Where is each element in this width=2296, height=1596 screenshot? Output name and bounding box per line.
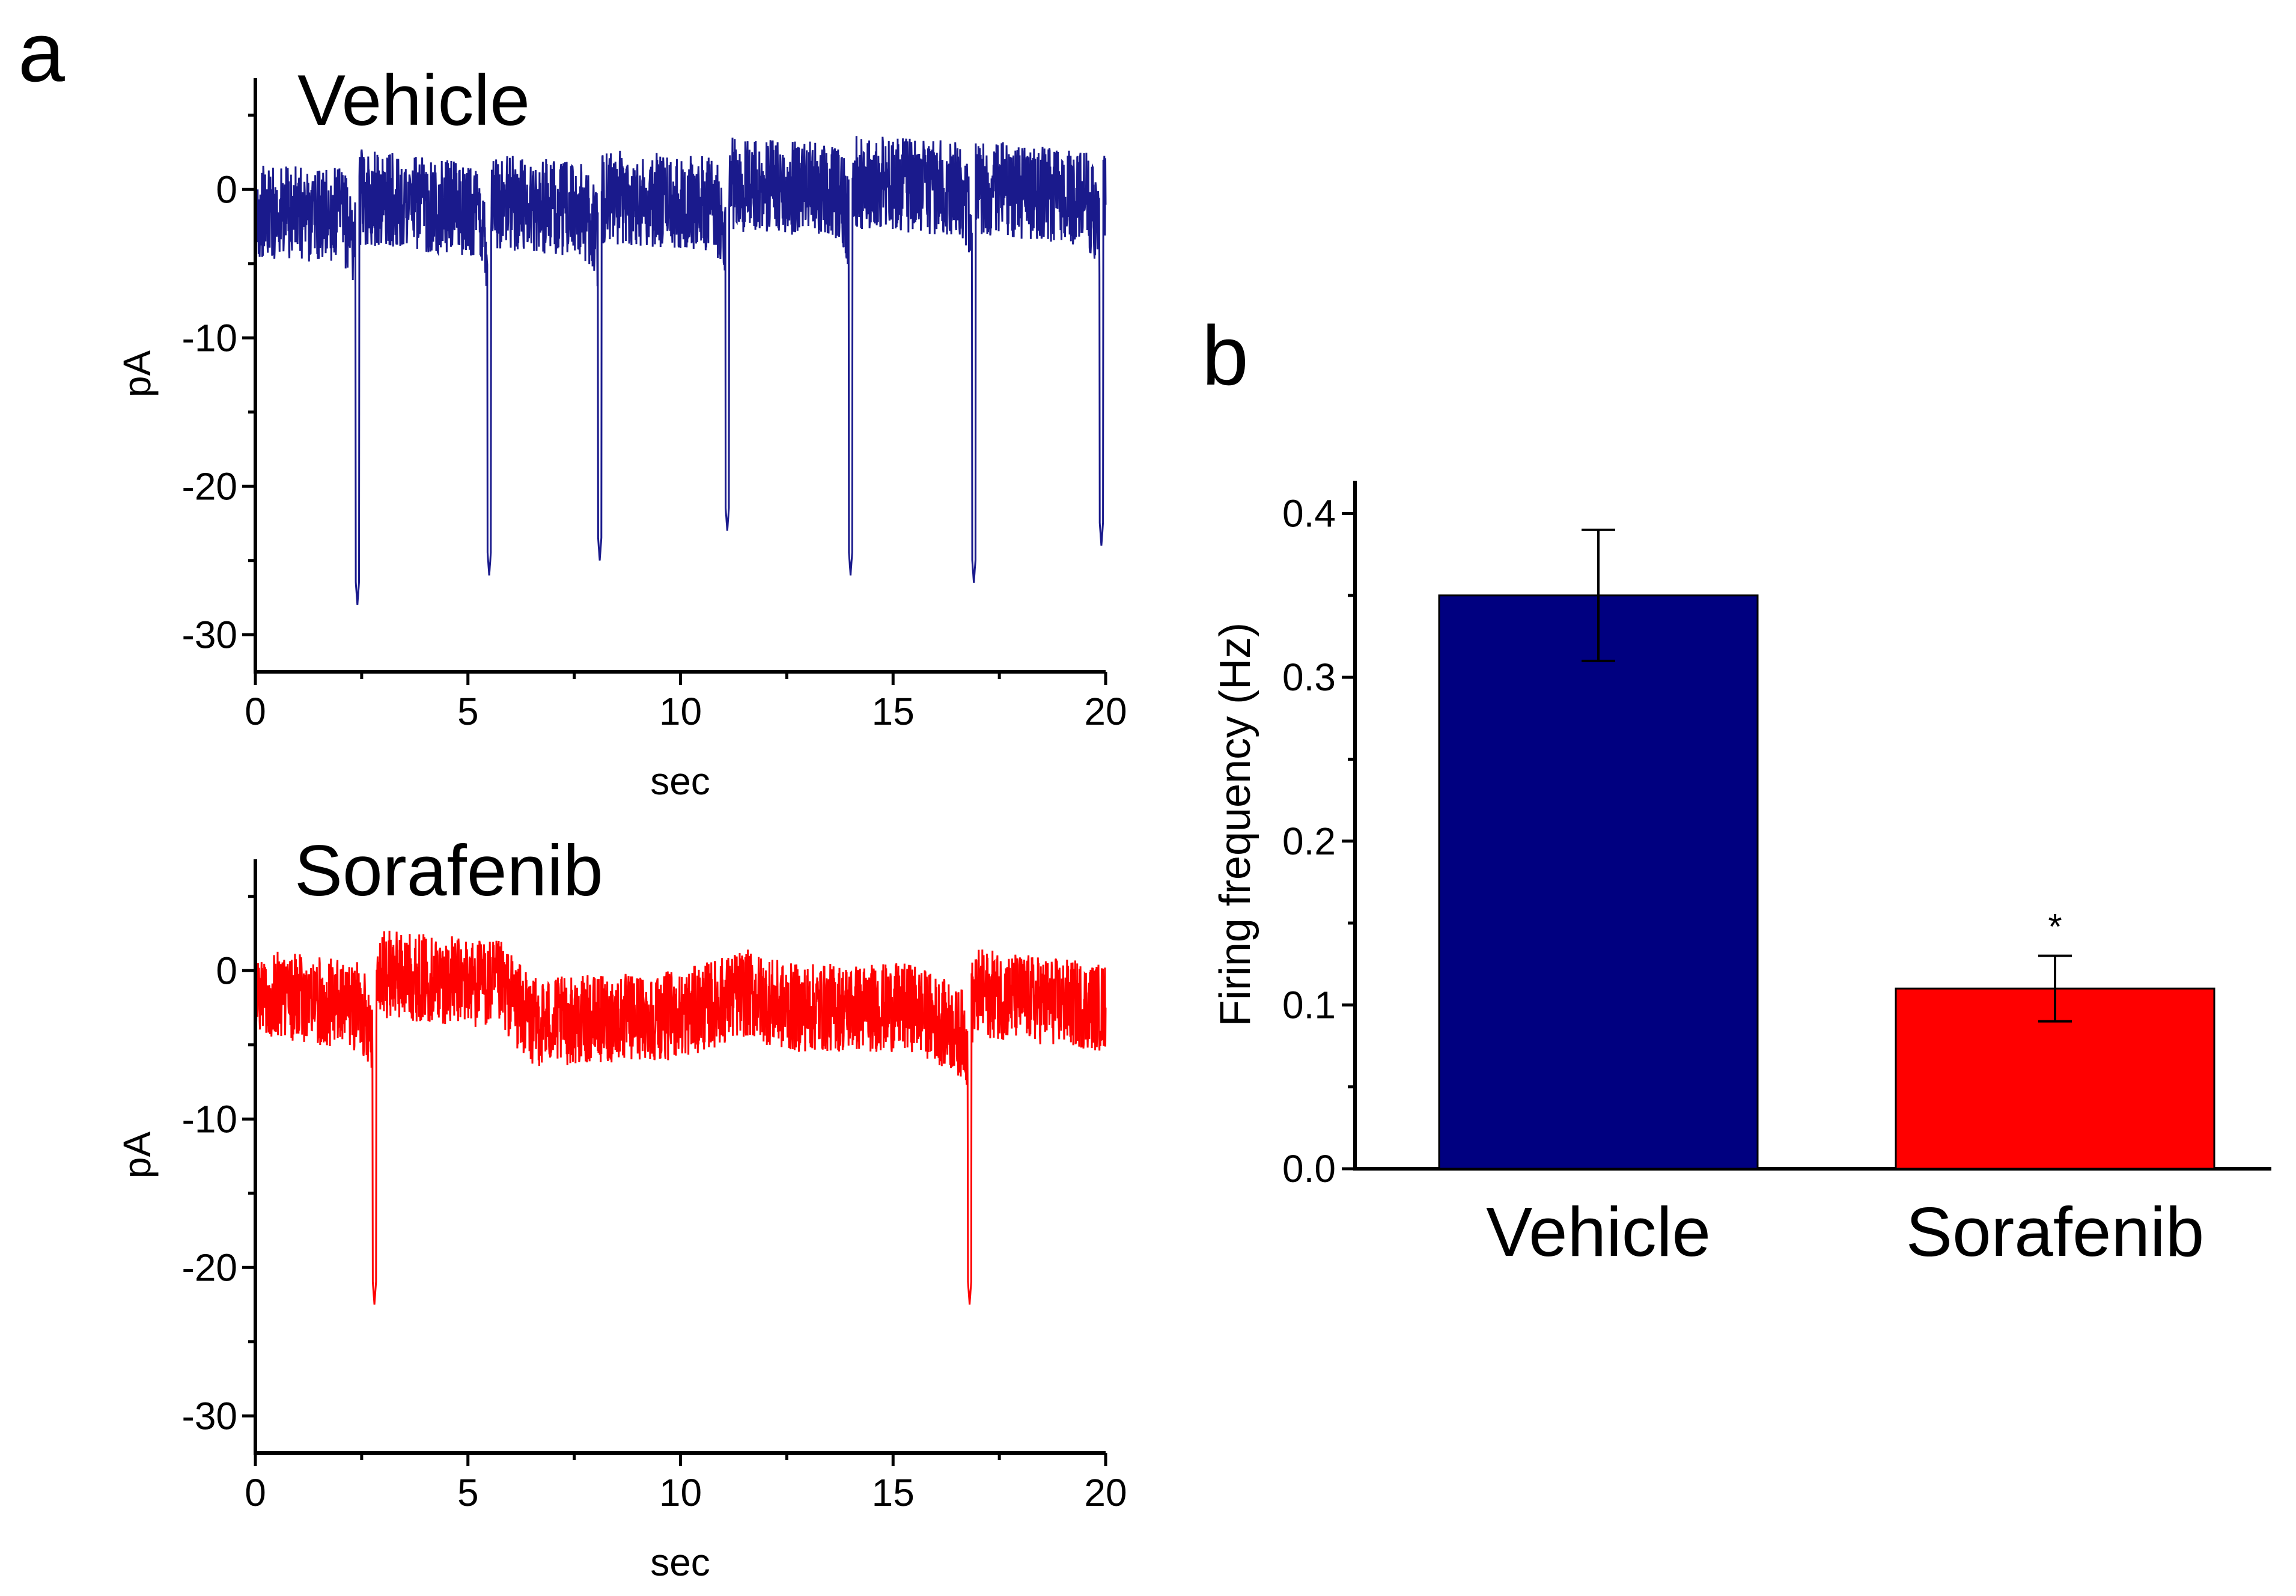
panel-label-b: b — [1202, 308, 1249, 403]
sorafenib-trace-line — [254, 930, 1107, 1305]
bar-category-label: Vehicle — [1486, 1193, 1711, 1271]
bar-chart-y-tick-label: 0.0 — [1282, 1147, 1336, 1190]
sorafenib-trace-y-tick-label: -10 — [182, 1097, 238, 1141]
bar-category-label: Sorafenib — [1906, 1193, 2205, 1271]
vehicle-trace-y-tick-label: -30 — [182, 613, 238, 656]
vehicle-trace-x-tick-label: 5 — [457, 690, 479, 733]
bar-vehicle — [1438, 594, 1759, 1170]
sorafenib-trace-x-tick-label: 5 — [457, 1471, 479, 1514]
vehicle-trace-x-tick-label: 15 — [872, 690, 915, 733]
vehicle-trace-y-tick-label: -20 — [182, 464, 238, 508]
sorafenib-trace-y-tick-label: 0 — [216, 949, 237, 992]
bar-chart-y-tick-label: 0.4 — [1282, 492, 1336, 535]
vehicle-trace-line — [254, 136, 1107, 605]
sorafenib-trace-title: Sorafenib — [294, 830, 603, 911]
sorafenib-trace-y-axis-label: pA — [115, 1132, 159, 1179]
bar-chart-y-ticks: 0.0 0.1 0.2 0.3 0.4 — [1282, 492, 1355, 1190]
sorafenib-trace-chart: Sorafenib 0 -10 -20 -30 0 5 10 15 20 pA sec — [115, 830, 1127, 1584]
firing-frequency-chart: 0.0 0.1 0.2 0.3 0.4 Vehicle Sorafenib * Firing… — [1211, 481, 2271, 1271]
vehicle-trace-title: Vehicle — [297, 60, 530, 141]
sorafenib-trace-x-tick-label: 20 — [1084, 1471, 1127, 1514]
sorafenib-trace-y-ticks: 0 -10 -20 -30 — [182, 895, 255, 1437]
vehicle-trace-y-tick-label: -10 — [182, 316, 238, 359]
panel-label-a: a — [18, 5, 65, 99]
bar-chart-y-tick-label: 0.1 — [1282, 983, 1336, 1026]
vehicle-trace-x-ticks: 0 5 10 15 20 — [245, 672, 1127, 733]
sorafenib-trace-x-tick-label: 15 — [872, 1471, 915, 1514]
vehicle-trace-x-axis-label: sec — [650, 760, 710, 803]
bar-chart-y-tick-label: 0.3 — [1282, 656, 1336, 699]
vehicle-trace-chart: Vehicle 0 -10 -20 -30 0 5 10 15 20 pA sec — [115, 60, 1127, 803]
bar-chart-y-axis-label: Firing frequency (Hz) — [1211, 623, 1259, 1026]
bar-chart-y-tick-label: 0.2 — [1282, 820, 1336, 863]
sorafenib-trace-y-tick-label: -20 — [182, 1246, 238, 1289]
sorafenib-trace-x-ticks: 0 5 10 15 20 — [245, 1453, 1127, 1514]
vehicle-trace-y-axis-label: pA — [115, 350, 159, 398]
vehicle-trace-x-tick-label: 20 — [1084, 690, 1127, 733]
vehicle-trace-y-tick-label: 0 — [216, 168, 237, 211]
vehicle-trace-x-tick-label: 10 — [659, 690, 702, 733]
significance-marker: * — [2048, 907, 2062, 947]
sorafenib-trace-x-tick-label: 10 — [659, 1471, 702, 1514]
sorafenib-trace-y-tick-label: -30 — [182, 1394, 238, 1437]
vehicle-trace-x-tick-label: 0 — [245, 690, 266, 733]
sorafenib-trace-x-axis-label: sec — [650, 1541, 710, 1584]
bar-chart-marks: Vehicle Sorafenib * — [1438, 528, 2215, 1271]
vehicle-trace-y-ticks: 0 -10 -20 -30 — [182, 114, 255, 656]
sorafenib-trace-x-tick-label: 0 — [245, 1471, 266, 1514]
